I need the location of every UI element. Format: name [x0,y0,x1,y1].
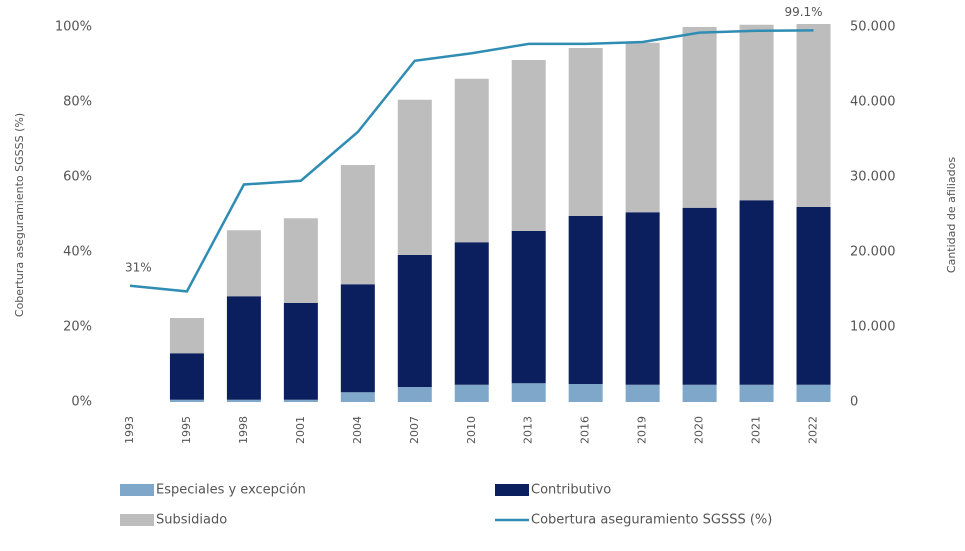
legend-swatch [120,514,154,526]
x-tick-label: 1995 [180,416,193,444]
bar-segment [283,399,318,402]
x-tick-label: 2016 [579,416,592,444]
bar-segment [796,24,831,207]
x-tick-label: 2022 [807,416,820,444]
data-label: 31% [125,260,152,274]
y-tick-label: 80% [63,95,92,110]
bar-segment [568,48,603,216]
bar-segment [340,284,375,393]
bar-segment [568,384,603,402]
bar-segment [739,200,774,385]
y-tick-label: 40% [63,245,92,260]
y2-axis-title: Cantidad de afiliados [945,157,958,273]
bar-segment [625,384,660,402]
x-tick-label: 2004 [351,416,364,444]
legend-swatch [120,484,154,496]
x-tick-label: 1993 [123,416,136,444]
y2-tick-label: 40.000 [850,95,896,110]
y-axis-title: Cobertura aseguramiento SGSSS (%) [13,113,26,317]
data-label: 99.1% [784,5,822,19]
bar-segment [511,231,546,384]
y2-tick-label: 50.000 [850,20,896,35]
x-tick-label: 2007 [408,416,421,444]
bar-segment [169,353,204,400]
y-tick-label: 0% [71,395,92,410]
x-tick-label: 2013 [522,416,535,444]
bar-segment [397,99,432,255]
x-tick-label: 2010 [465,416,478,444]
bar-segment [340,392,375,402]
bar-segment [511,60,546,231]
bar-segment [511,383,546,402]
bar-segment [625,42,660,213]
y-tick-label: 20% [63,320,92,335]
x-tick-label: 2020 [693,416,706,444]
bar-segment [226,399,261,402]
bar-segment [796,384,831,402]
bar-segment [568,216,603,384]
x-tick-label: 2021 [750,416,763,444]
bar-segment [625,212,660,385]
bar-segment [682,27,717,208]
y2-tick-label: 30.000 [850,170,896,185]
y-tick-label: 60% [63,170,92,185]
bar-segment [682,207,717,385]
bar-segment [454,78,489,243]
bar-segment [454,384,489,402]
bar-segment [739,384,774,402]
y2-tick-label: 0 [850,395,858,410]
legend-label: Especiales y excepción [156,483,306,498]
bar-segment [283,303,318,400]
line [129,29,814,293]
bar-segment [796,207,831,385]
x-tick-label: 2001 [294,416,307,444]
bar-segment [397,255,432,387]
bar-segment [226,230,261,297]
bar-segment [169,318,204,354]
bar-segment [340,165,375,285]
y-tick-label: 100% [55,20,92,35]
bar-segment [454,242,489,385]
bar-segment [283,218,318,303]
legend-label: Subsidiado [156,513,227,528]
bar-segment [739,24,774,201]
x-tick-label: 2019 [636,416,649,444]
x-tick-label: 1998 [237,416,250,444]
bar-segment [682,384,717,402]
bar-segment [169,399,204,402]
legend-label: Cobertura aseguramiento SGSSS (%) [531,513,772,528]
legend-label: Contributivo [531,483,611,498]
y2-tick-label: 10.000 [850,320,896,335]
y2-tick-label: 20.000 [850,245,896,260]
bar-segment [397,387,432,402]
bar-segment [226,296,261,400]
legend-swatch [495,484,529,496]
